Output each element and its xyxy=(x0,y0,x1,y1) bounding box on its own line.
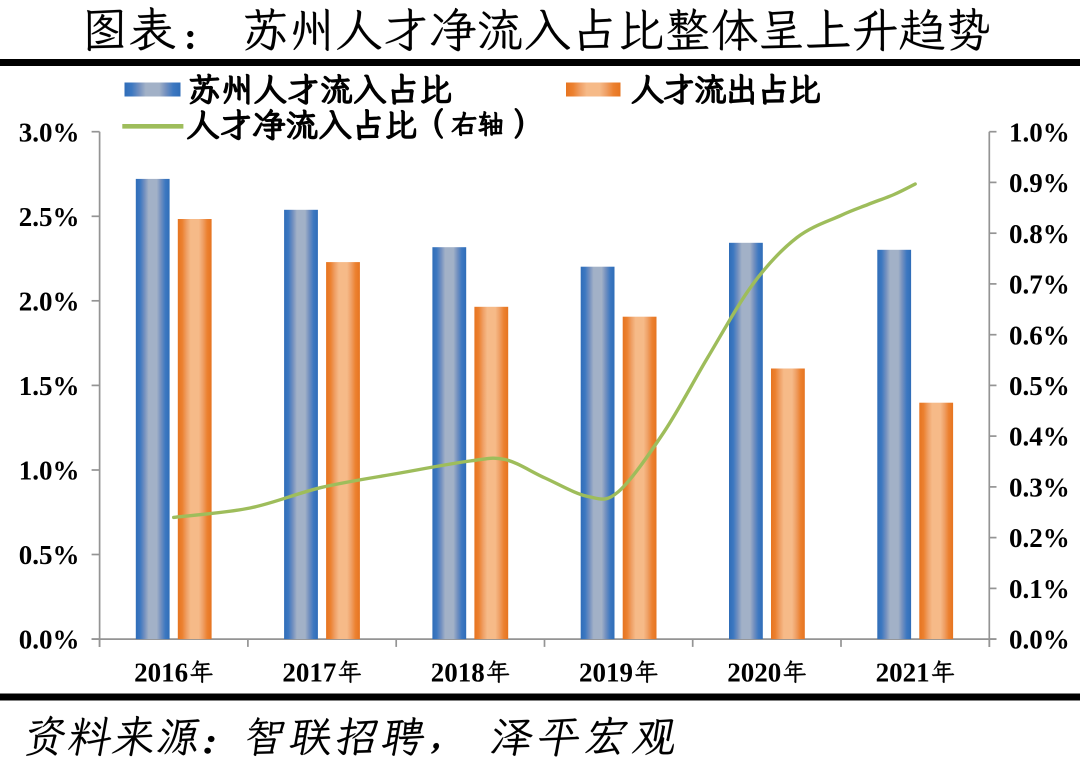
svg-text:0.2%: 0.2% xyxy=(1009,523,1070,553)
svg-text:0.5%: 0.5% xyxy=(19,540,80,570)
svg-text:0.7%: 0.7% xyxy=(1009,270,1070,300)
svg-text:2020: 2020 xyxy=(727,658,781,688)
svg-text:2.5%: 2.5% xyxy=(19,202,80,232)
svg-text:0.5%: 0.5% xyxy=(1009,371,1070,401)
svg-text:0.1%: 0.1% xyxy=(1009,574,1070,604)
svg-text:2021: 2021 xyxy=(876,658,930,688)
svg-text:2017: 2017 xyxy=(282,658,336,688)
svg-text:2.0%: 2.0% xyxy=(19,286,80,316)
svg-text:1.0%: 1.0% xyxy=(1009,117,1070,147)
svg-text:0.0%: 0.0% xyxy=(19,625,80,655)
svg-text:2019: 2019 xyxy=(579,658,633,688)
svg-text:1.0%: 1.0% xyxy=(19,456,80,486)
svg-text:0.0%: 0.0% xyxy=(1009,625,1070,655)
svg-text:2018: 2018 xyxy=(431,658,485,688)
svg-text:0.9%: 0.9% xyxy=(1009,168,1070,198)
svg-text:0.6%: 0.6% xyxy=(1009,320,1070,350)
svg-text:0.8%: 0.8% xyxy=(1009,219,1070,249)
svg-text:3.0%: 3.0% xyxy=(19,117,80,147)
svg-text:1.5%: 1.5% xyxy=(19,371,80,401)
svg-text:2016: 2016 xyxy=(134,658,188,688)
svg-text:0.3%: 0.3% xyxy=(1009,473,1070,503)
svg-text:0.4%: 0.4% xyxy=(1009,422,1070,452)
